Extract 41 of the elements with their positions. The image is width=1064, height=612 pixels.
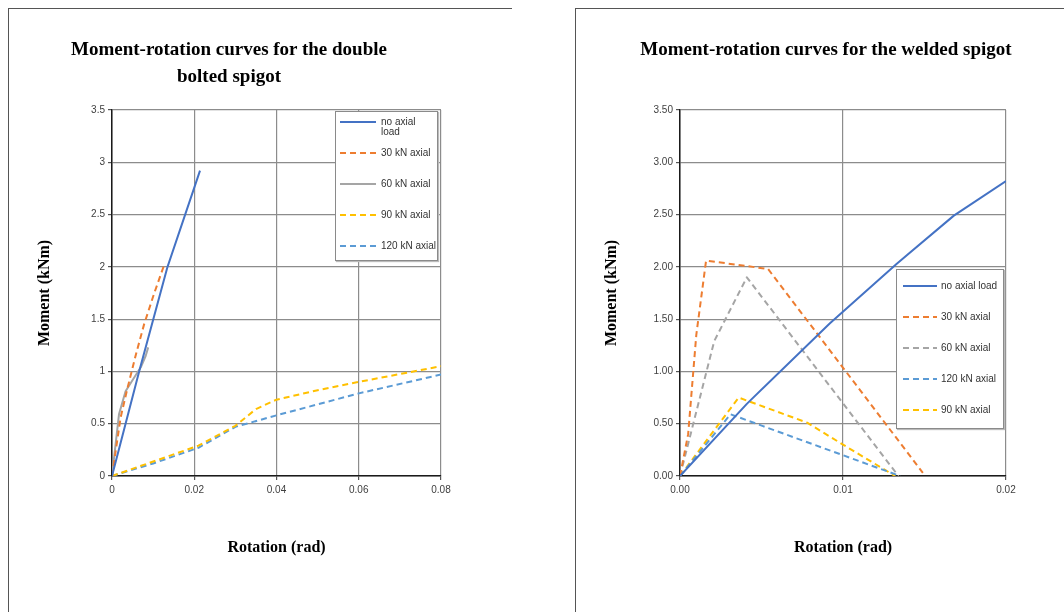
y-tick-label: 3.50 [653, 103, 674, 115]
y-tick-label: 0.50 [653, 417, 674, 429]
legend-label: 30 kN axial [941, 311, 992, 322]
legend-label: 120 kN axial [941, 373, 998, 384]
y-tick-label: 3.00 [653, 156, 674, 168]
x-tick-label: 0.02 [996, 483, 1017, 495]
legend-label: no axial load [941, 280, 999, 291]
legend-label: 60 kN axial [941, 342, 992, 353]
x-tick-label: 0.04 [266, 483, 287, 495]
y-tick-label: 1.5 [91, 312, 106, 324]
y-tick-label: 2.5 [91, 208, 106, 220]
y-tick-label: 2.50 [653, 208, 674, 220]
y-tick-label: 3 [99, 156, 106, 168]
y-tick-label: 0.00 [653, 469, 674, 481]
y-tick-label: 2 [99, 260, 106, 272]
chart-title: Moment-rotation curves for the double bolted spigot [70, 37, 388, 88]
x-tick-label: 0.06 [349, 483, 369, 495]
y-tick-label: 1 [99, 365, 106, 377]
y-tick-label: 1.50 [653, 312, 674, 324]
y-axis-title: Moment (kNm) [34, 239, 53, 347]
legend-label: 90 kN axial [381, 209, 432, 220]
y-tick-label: 2.00 [653, 260, 674, 272]
legend-label: no axial load [381, 116, 417, 137]
y-tick-label: 1.00 [653, 365, 674, 377]
x-tick-label: 0.08 [431, 483, 452, 495]
x-tick-label: 0.01 [833, 483, 854, 495]
line-series [680, 259, 924, 476]
legend-label: 120 kN axial [381, 240, 437, 251]
chart-title: Moment-rotation curves for the welded spigot [639, 37, 1013, 61]
y-tick-label: 0 [99, 469, 106, 481]
x-tick-label: 0 [109, 483, 116, 495]
x-tick-label: 0.02 [184, 483, 205, 495]
y-tick-label: 0.5 [91, 417, 106, 429]
x-tick-label: 0.00 [670, 483, 691, 495]
y-axis-title: Moment (kNm) [601, 239, 620, 347]
legend-label: 30 kN axial [381, 147, 432, 158]
x-axis-title: Rotation (rad) [793, 537, 893, 556]
x-axis-title: Rotation (rad) [227, 537, 326, 556]
legend-label: 90 kN axial [941, 404, 992, 415]
y-tick-label: 3.5 [91, 103, 106, 115]
legend-label: 60 kN axial [381, 178, 432, 189]
